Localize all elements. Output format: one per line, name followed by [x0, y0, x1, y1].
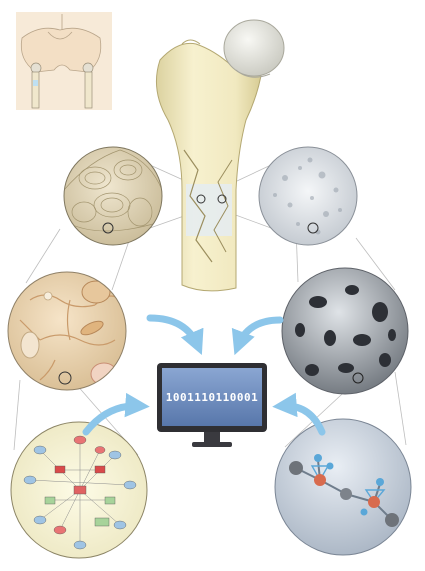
- osteocyte-cells-illustration: [7, 271, 127, 391]
- computer-monitor: 1001110110001: [157, 363, 267, 447]
- lamellar-bone-micrograph: [63, 146, 163, 246]
- gene-network-diagram: [10, 421, 148, 559]
- binary-code-text: 1001110110001: [166, 391, 259, 404]
- femur-bone-illustration: [155, 19, 285, 292]
- skeleton-pelvis-thumbnail: [16, 12, 112, 110]
- trabecular-bone-micrograph: [258, 146, 358, 246]
- arrows-to-computer: [82, 314, 326, 436]
- porous-bone-sem-image: [281, 267, 409, 395]
- molecular-structure-model: [274, 418, 412, 556]
